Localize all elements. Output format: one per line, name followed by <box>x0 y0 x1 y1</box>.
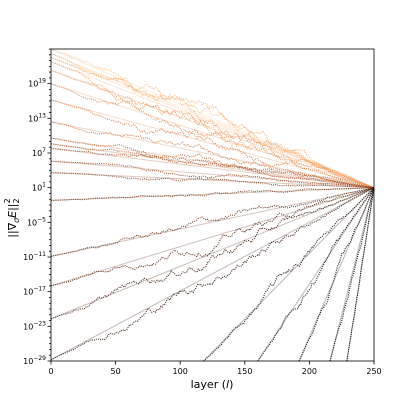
series-line <box>51 137 374 189</box>
series-line <box>346 187 374 361</box>
y-tick-label: 101 <box>32 182 46 193</box>
series-line <box>51 143 374 189</box>
series-line <box>329 187 374 361</box>
y-tick-label: 10−29 <box>23 355 46 366</box>
x-axis-label: layer (l) <box>191 378 234 391</box>
series-group <box>51 49 374 361</box>
series-line <box>51 53 374 189</box>
y-tick-label: 107 <box>32 147 46 158</box>
reference-line <box>51 187 374 361</box>
reference-line <box>51 187 374 320</box>
series-line <box>203 187 374 361</box>
series-line <box>51 187 374 287</box>
series-line <box>51 147 374 189</box>
plot-background <box>51 49 374 361</box>
reference-line <box>51 121 374 189</box>
series-line <box>51 99 374 189</box>
series-line <box>298 187 374 361</box>
series-line <box>51 49 374 189</box>
series-line <box>51 56 374 189</box>
reference-line <box>51 187 374 257</box>
y-tick-label: 1019 <box>28 78 46 89</box>
y-tick-label: 10−11 <box>23 251 46 262</box>
reference-line <box>51 147 374 189</box>
y-tick-label: 1013 <box>28 112 46 123</box>
y-tick-label: 10−5 <box>27 216 46 227</box>
series-line <box>51 83 374 189</box>
series-line <box>51 187 374 320</box>
x-tick-label: 200 <box>302 367 317 376</box>
series-line <box>51 187 374 361</box>
x-tick-label: 150 <box>237 367 252 376</box>
x-tick-label: 50 <box>111 367 121 376</box>
reference-line <box>51 99 374 189</box>
series-line <box>51 121 374 189</box>
reference-line <box>51 187 374 287</box>
series-line <box>51 187 374 201</box>
reference-line <box>329 187 374 361</box>
x-axis: 0 50 100 150 200 250 <box>48 361 382 376</box>
x-tick-label: 0 <box>48 367 53 376</box>
reference-line <box>51 143 374 189</box>
series-line <box>51 172 374 189</box>
series-line <box>257 187 374 361</box>
x-tick-label: 100 <box>173 367 188 376</box>
y-tick-label: 10−17 <box>23 286 46 297</box>
reference-line <box>51 160 374 189</box>
reference-line <box>298 187 374 361</box>
reference-line <box>51 172 374 189</box>
y-axis-label: ||∇σE||22 <box>3 198 21 237</box>
x-tick-label: 250 <box>366 367 381 376</box>
y-axis: 1019 1013 107 101 10−5 10−11 10−17 10−23 10−29 <box>23 48 51 366</box>
y-tick-label: 10−23 <box>23 320 46 331</box>
